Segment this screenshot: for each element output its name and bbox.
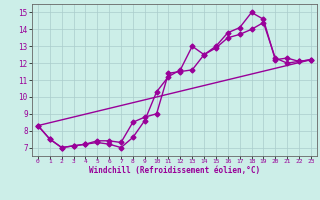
X-axis label: Windchill (Refroidissement éolien,°C): Windchill (Refroidissement éolien,°C) (89, 166, 260, 175)
